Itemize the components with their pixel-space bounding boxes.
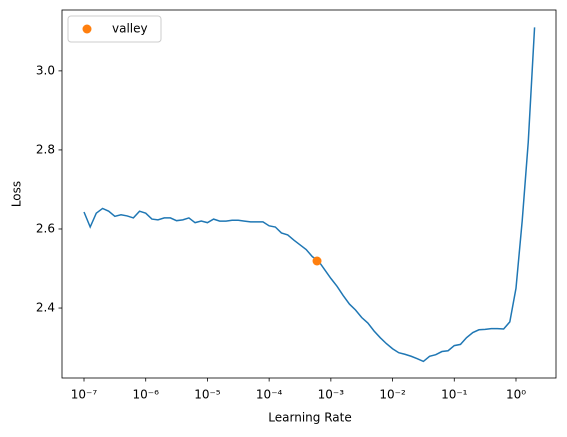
y-axis-label: Loss [10, 181, 24, 207]
y-tick-label: 2.4 [36, 301, 55, 315]
x-tick-label: 10⁰ [506, 388, 526, 402]
valley-point [312, 256, 322, 266]
legend-label: valley [112, 22, 148, 36]
loss-line [83, 27, 536, 363]
x-tick-label: 10⁻⁴ [256, 388, 283, 402]
x-tick-label: 10⁻⁵ [194, 388, 221, 402]
x-tick-label: 10⁻⁷ [71, 388, 98, 402]
y-tick-label: 2.6 [36, 221, 55, 235]
x-tick-label: 10⁻³ [318, 388, 345, 402]
x-axis-label: Learning Rate [268, 411, 351, 425]
x-tick-label: 10⁻⁶ [133, 388, 160, 402]
y-tick-label: 2.8 [36, 142, 55, 156]
legend-marker [82, 24, 92, 34]
y-tick-label: 3.0 [36, 63, 55, 77]
x-tick-label: 10⁻² [379, 388, 406, 402]
plot-frame [61, 9, 557, 379]
x-tick-label: 10⁻¹ [441, 388, 468, 402]
legend-box [67, 15, 162, 43]
